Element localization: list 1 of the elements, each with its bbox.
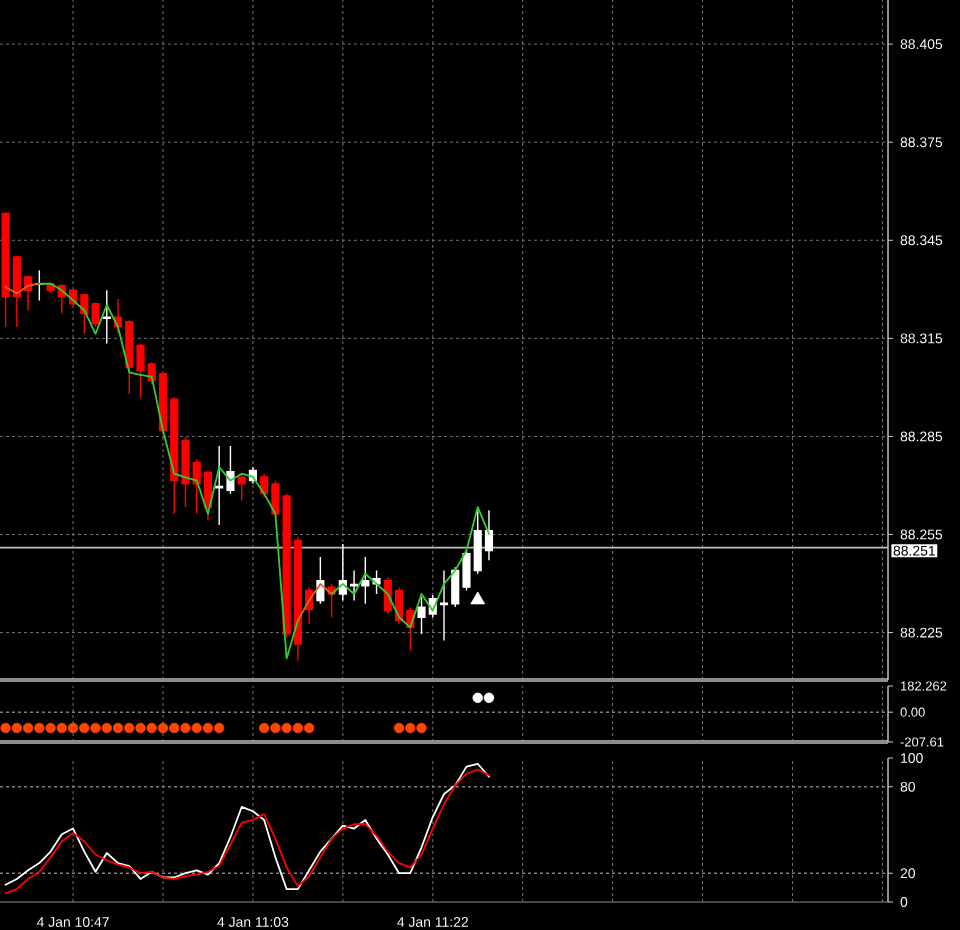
candlestick xyxy=(237,473,246,502)
